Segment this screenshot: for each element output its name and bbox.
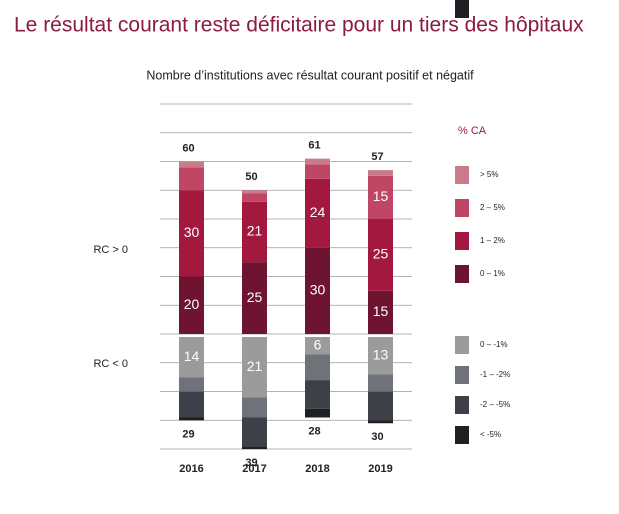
legend-swatch bbox=[455, 199, 469, 217]
bar-segment bbox=[368, 420, 393, 424]
total-label: 57 bbox=[371, 151, 383, 163]
legend-label: 1 – 2% bbox=[480, 236, 505, 245]
bar-segment bbox=[305, 164, 330, 179]
segment-label: 25 bbox=[247, 289, 263, 305]
bar-segment bbox=[305, 158, 330, 165]
bar-segment bbox=[179, 167, 204, 191]
segment-label: 20 bbox=[184, 296, 200, 312]
bar-segment bbox=[179, 337, 204, 378]
bar-segment bbox=[242, 446, 267, 450]
x-tick-label: 2019 bbox=[368, 463, 392, 475]
legend-swatch bbox=[455, 336, 469, 354]
legend-swatch bbox=[455, 426, 469, 444]
legend-label: > 5% bbox=[480, 170, 498, 179]
total-label: 61 bbox=[308, 140, 320, 152]
segment-label: 6 bbox=[314, 336, 322, 352]
legend-swatch bbox=[455, 0, 469, 18]
chart-title: Le résultat courant reste déficitaire po… bbox=[14, 14, 584, 37]
row-label: RC > 0 bbox=[93, 244, 128, 256]
legend-swatch bbox=[455, 265, 469, 283]
bar-segment bbox=[305, 380, 330, 409]
total-label: 29 bbox=[182, 428, 194, 440]
bar-segment bbox=[242, 190, 267, 194]
legend-label: -1 – -2% bbox=[480, 370, 510, 379]
bar-segment bbox=[368, 391, 393, 421]
x-tick-label: 2017 bbox=[242, 463, 266, 475]
total-label: 30 bbox=[371, 431, 383, 443]
bar-segment bbox=[368, 290, 393, 334]
bar-segment bbox=[179, 190, 204, 277]
bar-segment bbox=[368, 374, 393, 392]
bar-segment bbox=[368, 170, 393, 176]
x-tick-label: 2016 bbox=[179, 463, 203, 475]
segment-label: 21 bbox=[247, 358, 263, 374]
segment-label: 30 bbox=[310, 282, 326, 298]
total-label: 28 bbox=[308, 425, 320, 437]
total-label: 60 bbox=[182, 142, 194, 154]
bar-segment bbox=[242, 262, 267, 334]
segment-label: 15 bbox=[373, 303, 389, 319]
legend-swatch bbox=[455, 366, 469, 384]
total-label: 39 bbox=[245, 457, 257, 469]
bar-segment bbox=[242, 337, 267, 398]
segment-label: 14 bbox=[184, 348, 200, 364]
bar-segment bbox=[305, 408, 330, 418]
total-label: 50 bbox=[245, 171, 257, 183]
segment-label: 15 bbox=[373, 188, 389, 204]
segment-label: 25 bbox=[373, 246, 389, 262]
bar-segment bbox=[242, 193, 267, 202]
legend-label: 0 – 1% bbox=[480, 269, 505, 278]
legend-label: 2 – 5% bbox=[480, 203, 505, 212]
segment-label: 30 bbox=[184, 224, 200, 240]
bar-segment bbox=[305, 337, 330, 355]
segment-label: 13 bbox=[373, 346, 389, 362]
legend-label: < -5% bbox=[480, 430, 501, 439]
x-tick-label: 2018 bbox=[305, 463, 329, 475]
legend-swatch bbox=[455, 232, 469, 250]
segment-label: 21 bbox=[247, 223, 263, 239]
chart-subtitle: Nombre d’institutions avec résultat cour… bbox=[146, 68, 474, 82]
legend-label: 0 – -1% bbox=[480, 340, 508, 349]
legend-label: -2 – -5% bbox=[480, 400, 510, 409]
legend-swatch bbox=[455, 166, 469, 184]
bar-segment bbox=[179, 417, 204, 421]
bar-segment bbox=[179, 377, 204, 392]
legend-swatch bbox=[455, 396, 469, 414]
bar-segment bbox=[242, 417, 267, 447]
legend-title: % CA bbox=[458, 125, 487, 137]
bar-segment bbox=[242, 201, 267, 263]
bar-segment bbox=[368, 219, 393, 291]
bar-segment bbox=[242, 397, 267, 418]
bar-segment bbox=[368, 175, 393, 219]
bar-segment bbox=[305, 178, 330, 248]
bar-segment bbox=[368, 337, 393, 375]
bar-segment bbox=[305, 247, 330, 334]
row-label: RC < 0 bbox=[93, 358, 128, 370]
bar-segment bbox=[179, 276, 204, 334]
bar-segment bbox=[179, 391, 204, 418]
bar-segment bbox=[179, 161, 204, 168]
bar-segment bbox=[305, 354, 330, 381]
segment-label: 24 bbox=[310, 204, 326, 220]
